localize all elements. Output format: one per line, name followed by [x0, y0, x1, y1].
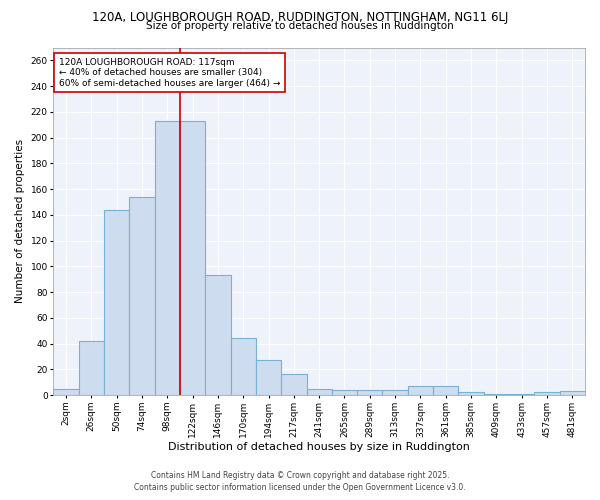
- Bar: [256, 360, 281, 395]
- Bar: [79, 341, 104, 395]
- Text: Size of property relative to detached houses in Ruddington: Size of property relative to detached ho…: [146, 21, 454, 31]
- Bar: [332, 390, 357, 395]
- X-axis label: Distribution of detached houses by size in Ruddington: Distribution of detached houses by size …: [168, 442, 470, 452]
- Bar: [458, 392, 484, 395]
- Bar: [357, 390, 382, 395]
- Bar: [130, 197, 155, 395]
- Bar: [104, 210, 130, 395]
- Bar: [155, 121, 180, 395]
- Bar: [205, 276, 230, 395]
- Bar: [484, 394, 509, 395]
- Bar: [281, 374, 307, 395]
- Text: Contains HM Land Registry data © Crown copyright and database right 2025.
Contai: Contains HM Land Registry data © Crown c…: [134, 471, 466, 492]
- Bar: [382, 390, 408, 395]
- Bar: [509, 394, 535, 395]
- Bar: [307, 388, 332, 395]
- Text: 120A LOUGHBOROUGH ROAD: 117sqm
← 40% of detached houses are smaller (304)
60% of: 120A LOUGHBOROUGH ROAD: 117sqm ← 40% of …: [59, 58, 280, 88]
- Bar: [408, 386, 433, 395]
- Bar: [433, 386, 458, 395]
- Bar: [560, 391, 585, 395]
- Y-axis label: Number of detached properties: Number of detached properties: [15, 139, 25, 304]
- Bar: [230, 338, 256, 395]
- Bar: [180, 121, 205, 395]
- Text: 120A, LOUGHBOROUGH ROAD, RUDDINGTON, NOTTINGHAM, NG11 6LJ: 120A, LOUGHBOROUGH ROAD, RUDDINGTON, NOT…: [92, 11, 508, 24]
- Bar: [53, 388, 79, 395]
- Bar: [535, 392, 560, 395]
